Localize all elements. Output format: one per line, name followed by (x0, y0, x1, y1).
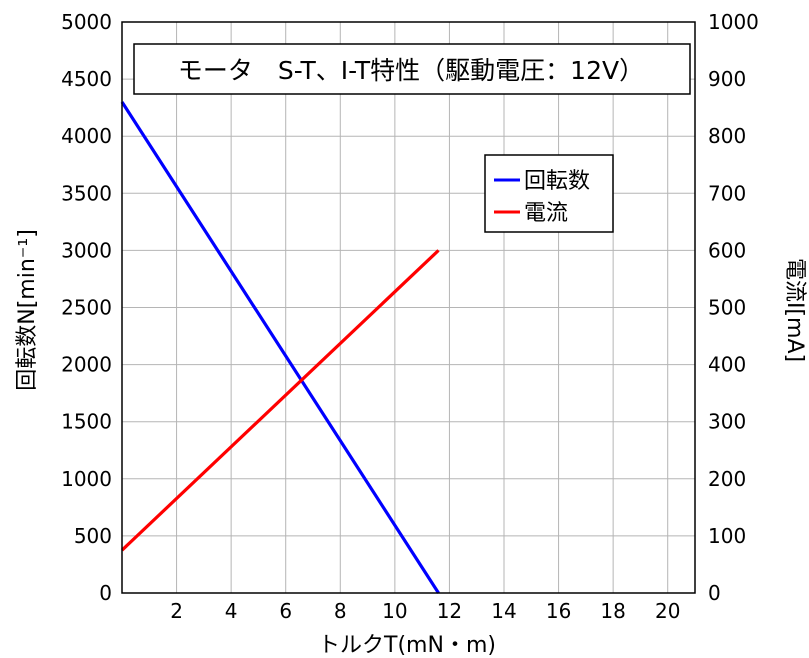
y-right-tick-label: 900 (708, 67, 746, 91)
y-left-tick-label: 4500 (61, 67, 112, 91)
series-line-rpm (120, 101, 440, 594)
y-left-tick-label: 0 (99, 581, 112, 605)
series-lines (120, 101, 440, 594)
x-tick-label: 4 (225, 599, 238, 623)
x-tick-label: 20 (655, 599, 680, 623)
x-tick-label: 10 (382, 599, 407, 623)
y-right-tick-label: 600 (708, 238, 746, 262)
grid (122, 22, 695, 593)
y-right-tick-label: 700 (708, 181, 746, 205)
tick-labels: 2 4 6 8 10 12 14 16 18 20050010001500200025003000… (61, 10, 759, 623)
x-tick-label: 18 (600, 599, 625, 623)
y-right-tick-label: 0 (708, 581, 721, 605)
legend-label-current: 電流 (524, 201, 568, 226)
y-right-tick-label: 1000 (708, 10, 759, 34)
title-box (133, 43, 691, 95)
legend: 回転数 電流 (484, 154, 614, 233)
legend-box (484, 154, 614, 233)
y-left-tick-label: 3500 (61, 181, 112, 205)
x-tick-label: 8 (334, 599, 347, 623)
y-left-tick-label: 2500 (61, 296, 112, 320)
legend-label-rpm: 回転数 (524, 169, 590, 194)
y-right-tick-label: 500 (708, 296, 746, 320)
y-right-tick-label: 200 (708, 467, 746, 491)
y-left-tick-label: 4000 (61, 124, 112, 148)
x-tick-label: 2 (170, 599, 183, 623)
y-left-tick-label: 3000 (61, 238, 112, 262)
series-line-current (120, 249, 440, 552)
y-right-tick-label: 800 (708, 124, 746, 148)
x-axis-label: トルクT(mN・m) (318, 633, 496, 658)
x-tick-label: 16 (546, 599, 571, 623)
y-left-tick-label: 5000 (61, 10, 112, 34)
y-left-tick-label: 1000 (61, 467, 112, 491)
x-tick-label: 6 (279, 599, 292, 623)
chart-title: モータ S-T、I-T特性（駆動電圧：12V） (178, 56, 644, 85)
x-tick-label: 12 (437, 599, 462, 623)
y-left-tick-label: 1500 (61, 410, 112, 434)
y-axis-left-label: 回転数N[min⁻¹] (15, 229, 40, 391)
y-right-tick-label: 400 (708, 353, 746, 377)
y-left-tick-label: 2000 (61, 353, 112, 377)
y-right-tick-label: 300 (708, 410, 746, 434)
y-left-tick-label: 500 (74, 524, 112, 548)
x-tick-label: 14 (491, 599, 516, 623)
plot-frame (121, 21, 696, 594)
y-axis-right-label: 電流I[mA] (782, 258, 807, 362)
y-right-tick-label: 100 (708, 524, 746, 548)
